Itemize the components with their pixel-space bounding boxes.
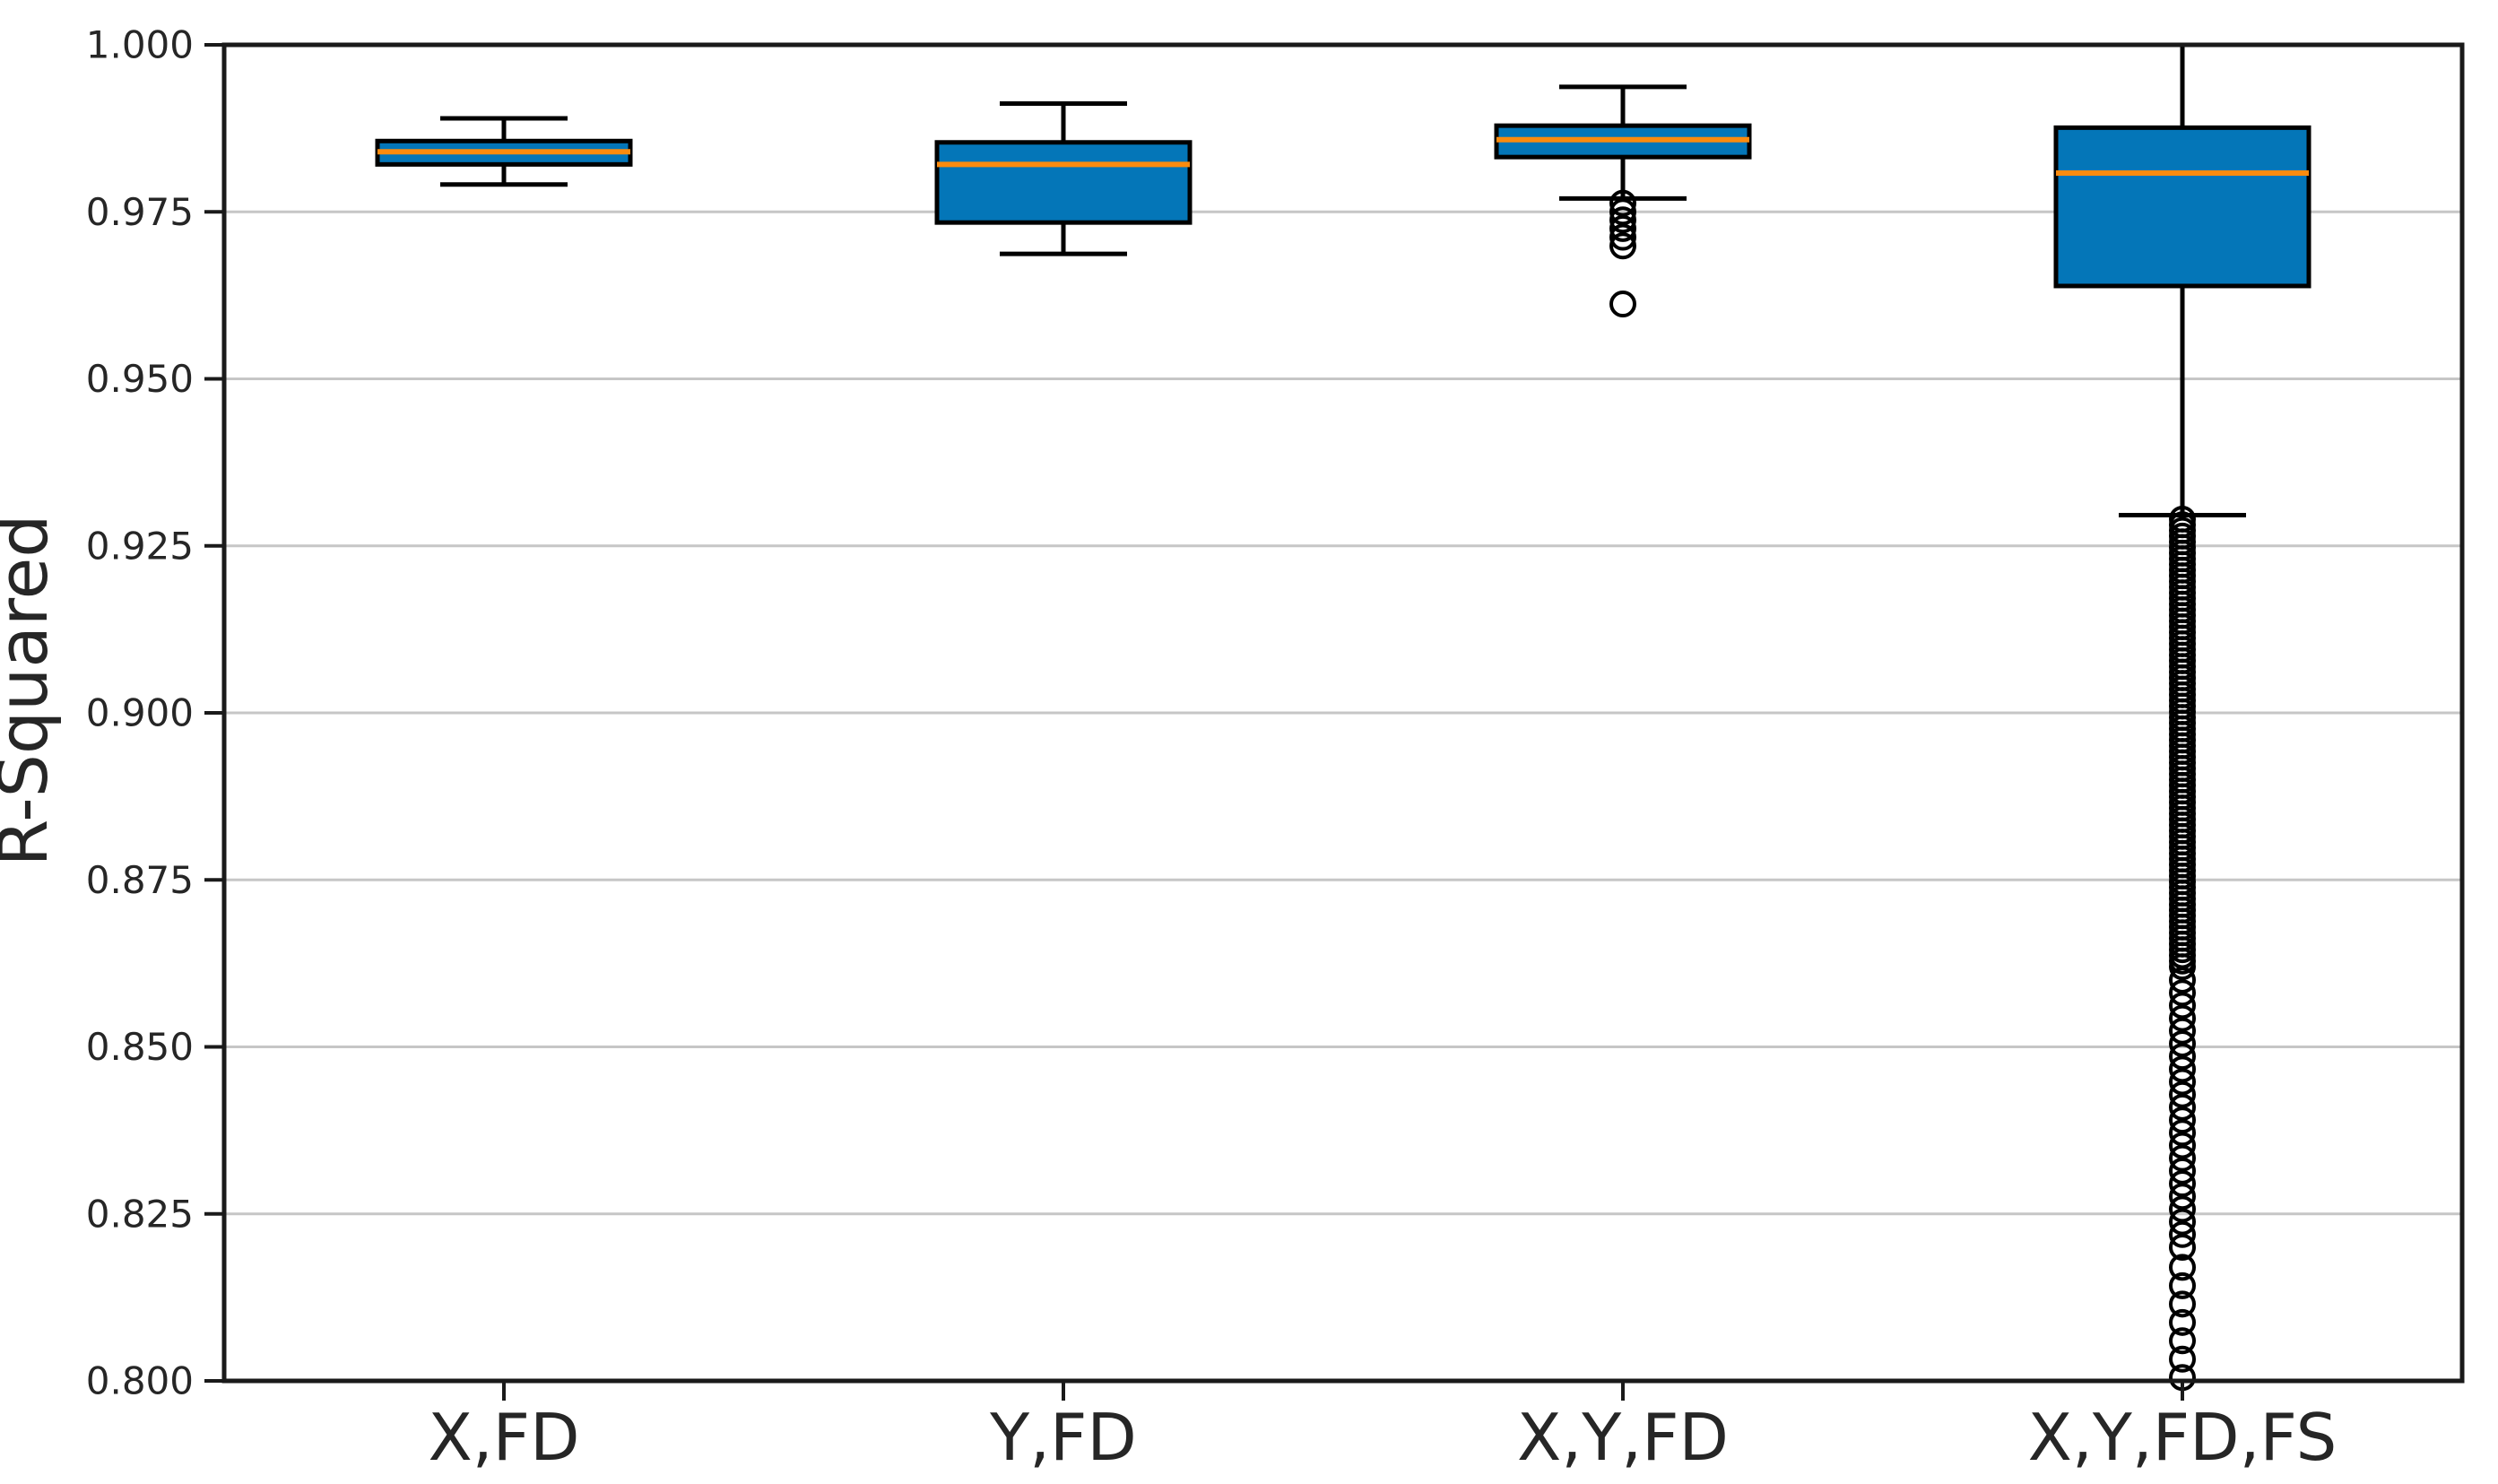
box-group-X,Y,FD,FS — [2053, 42, 2312, 1392]
outlier-point — [2169, 1183, 2196, 1211]
outlier-point — [2169, 953, 2196, 981]
outlier-point — [2169, 1271, 2196, 1299]
outlier-point — [2169, 1345, 2196, 1373]
y-tick-label: 0.850 — [86, 1025, 194, 1069]
x-tick-label: X,FD — [428, 1400, 579, 1475]
y-tick-label: 1.000 — [86, 23, 194, 67]
outlier-point — [2169, 1290, 2196, 1318]
outlier-point — [2169, 1195, 2196, 1223]
gridlines — [224, 210, 2462, 1216]
outlier-point — [2169, 1170, 2196, 1198]
outliers — [1609, 189, 1636, 318]
y-tick-label: 0.825 — [86, 1192, 194, 1236]
outlier-point — [2169, 1004, 2196, 1032]
box — [2053, 125, 2312, 289]
y-tick-label: 0.950 — [86, 357, 194, 401]
outlier-point — [1609, 189, 1636, 217]
boxes — [375, 42, 2312, 1392]
box-group-X,Y,FD — [1494, 84, 1752, 318]
outlier-point — [1609, 198, 1636, 226]
outlier-point — [2169, 979, 2196, 1007]
outlier-point — [2169, 1068, 2196, 1096]
x-tick-label: X,Y,FD,FS — [2028, 1400, 2338, 1475]
outlier-point — [1609, 214, 1636, 242]
y-tick-label: 0.925 — [86, 524, 194, 568]
outlier-point — [2169, 1254, 2196, 1281]
outlier-point — [2169, 1055, 2196, 1083]
x-tick-label: X,Y,FD — [1517, 1400, 1729, 1475]
outlier-point — [2169, 1308, 2196, 1336]
outlier-point — [2169, 1157, 2196, 1185]
outlier-point — [2169, 1080, 2196, 1108]
outlier-point — [1609, 291, 1636, 318]
outlier-point — [2169, 1017, 2196, 1045]
outlier-point — [2169, 992, 2196, 1020]
x-axis-ticks: X,FD Y,FD X,Y,FD X,Y,FD,FS — [428, 1381, 2337, 1475]
outlier-point — [2169, 1043, 2196, 1071]
y-tick-label: 0.800 — [86, 1359, 194, 1403]
outlier-point — [2169, 1029, 2196, 1057]
box-group-X,FD — [375, 116, 633, 187]
outliers — [2169, 505, 2196, 1392]
y-axis-ticks: 1.000 0.975 0.950 0.925 0.900 0.875 0.850 0.825… — [86, 23, 224, 1403]
y-tick-label: 0.875 — [86, 858, 194, 902]
outlier-point — [2169, 1106, 2196, 1134]
outlier-point — [2169, 967, 2196, 994]
y-tick-label: 0.900 — [86, 691, 194, 735]
x-tick-label: Y,FD — [989, 1400, 1137, 1475]
outlier-point — [1609, 223, 1636, 251]
outlier-point — [2169, 1132, 2196, 1159]
outlier-point — [1609, 206, 1636, 234]
box — [934, 140, 1193, 225]
outlier-point — [2169, 1234, 2196, 1261]
box-group-Y,FD — [934, 101, 1193, 256]
outlier-point — [2169, 1144, 2196, 1172]
outlier-point — [2169, 1093, 2196, 1121]
outlier-point — [2169, 1220, 2196, 1248]
y-tick-label: 0.975 — [86, 190, 194, 234]
outlier-point — [1609, 232, 1636, 260]
y-axis-label: R-Squared — [0, 515, 63, 867]
outlier-point — [2169, 1327, 2196, 1355]
outlier-point — [2169, 1119, 2196, 1147]
outlier-point — [2169, 1208, 2196, 1236]
